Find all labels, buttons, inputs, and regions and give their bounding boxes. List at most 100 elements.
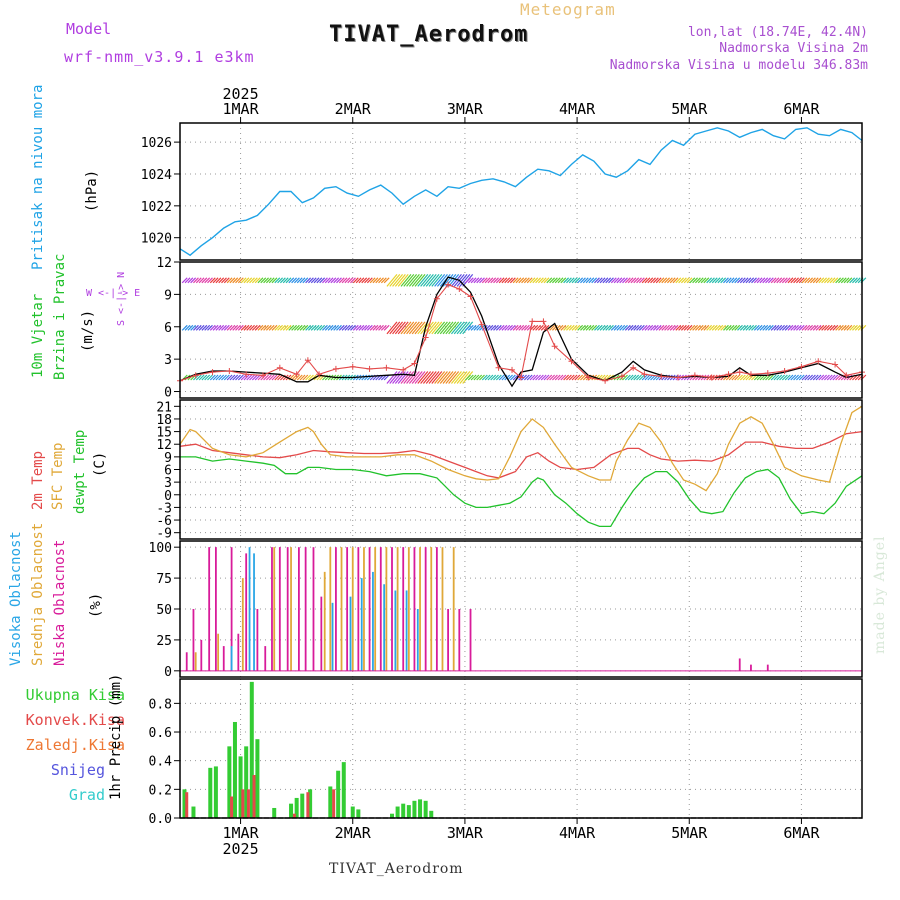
elevation-info: Nadmorska Visina 2m xyxy=(719,41,868,56)
wind-barb xyxy=(209,324,216,331)
wind-barb xyxy=(434,371,446,384)
wind-barb xyxy=(784,277,791,284)
wind-barb xyxy=(198,374,205,381)
wind-barb xyxy=(232,277,239,284)
wind-barb xyxy=(501,277,508,284)
precip-bar-total xyxy=(213,766,218,818)
wind-barb xyxy=(596,324,603,331)
wind-barb xyxy=(498,277,505,284)
wind-barb xyxy=(507,324,513,331)
wind-barb xyxy=(221,324,227,331)
y-tick-label: 1020 xyxy=(141,232,172,247)
wind-barb xyxy=(560,324,567,331)
y-tick-label: 0 xyxy=(164,386,172,401)
x-tick-label-top: 1MAR xyxy=(223,100,260,118)
wind-barb xyxy=(434,321,446,335)
wind-barb xyxy=(644,374,651,381)
wind-barb xyxy=(829,374,836,381)
wind-barb xyxy=(529,277,536,284)
wind-barb xyxy=(781,277,788,284)
wind-barb xyxy=(501,324,508,331)
wind-barb xyxy=(532,277,539,284)
wind-barb xyxy=(484,374,491,381)
wind-barb xyxy=(249,374,255,381)
wind-barb xyxy=(666,324,673,331)
wind-barb xyxy=(543,374,550,381)
wind-barb xyxy=(237,374,244,381)
wind-barb xyxy=(770,374,777,381)
wind-barb xyxy=(840,324,847,331)
y-tick-label: -9 xyxy=(156,527,172,542)
precip-bar-total xyxy=(238,756,243,818)
wind-barb xyxy=(829,277,836,284)
wind-barb xyxy=(706,324,713,331)
wind-barb xyxy=(566,277,572,284)
wind-barb xyxy=(265,277,272,284)
wind-barb xyxy=(823,277,830,284)
wind-barb xyxy=(319,324,326,331)
wind-speed-line xyxy=(179,276,863,388)
wind-barb xyxy=(296,277,303,284)
wind-barb xyxy=(403,273,415,287)
wind-barb xyxy=(338,277,345,284)
wind-barb xyxy=(554,374,561,381)
wind-gust-marker xyxy=(383,364,390,371)
wind-barb xyxy=(518,277,525,284)
wind-barb xyxy=(717,277,724,284)
wind-barb xyxy=(537,277,544,284)
wind-barb xyxy=(479,277,485,284)
wind-barb xyxy=(551,374,558,381)
wind-barb xyxy=(622,277,628,284)
wind-barb xyxy=(709,277,715,284)
wind-barb xyxy=(776,324,783,331)
wind-barb xyxy=(299,277,306,284)
wind-barb xyxy=(832,374,839,381)
wind-barb xyxy=(770,324,777,331)
wind-barb xyxy=(470,277,477,284)
precip-bar-conv xyxy=(241,789,245,818)
wind-barb xyxy=(549,324,556,331)
wind-barb xyxy=(852,324,858,331)
wind-barb xyxy=(417,371,429,384)
precip-bar-total xyxy=(341,762,346,818)
wind-barb xyxy=(212,324,219,331)
panel-frame xyxy=(179,399,863,540)
wind-barb xyxy=(779,277,785,284)
wind-barb xyxy=(812,324,819,331)
wind-barb xyxy=(554,277,561,284)
wind-barb xyxy=(448,321,460,335)
x-tick-label-bottom: 4MAR xyxy=(559,824,596,842)
wind-barb xyxy=(765,277,771,284)
wind-barb xyxy=(260,324,267,331)
x-tick-label-bottom: 1MAR xyxy=(223,824,260,842)
wind-barb xyxy=(484,277,491,284)
wind-barb xyxy=(302,277,309,284)
wind-barb xyxy=(428,273,440,287)
x-tick-label-top: 2MAR xyxy=(335,100,372,118)
precip-bar-total xyxy=(395,806,400,818)
panel-frame xyxy=(179,261,863,399)
wind-barb xyxy=(293,277,300,284)
wind-barb xyxy=(630,277,637,284)
wind-barb xyxy=(350,324,356,331)
wind-barb xyxy=(846,324,853,331)
wind-barb xyxy=(509,374,516,381)
wind-barb xyxy=(448,371,460,384)
wind-barb xyxy=(319,277,326,284)
wind-barb xyxy=(843,277,850,284)
wind-barb xyxy=(470,324,477,331)
wind-barb xyxy=(821,374,828,381)
wind-barb xyxy=(605,374,612,381)
lonlat-info: lon,lat (18.74E, 42.4N) xyxy=(687,25,868,40)
wind-barb xyxy=(495,324,502,331)
y-tick-label: 100 xyxy=(149,541,172,556)
wind-barb xyxy=(473,324,480,331)
wind-barb xyxy=(731,374,738,381)
wind-barb xyxy=(459,273,471,287)
wind-barb xyxy=(375,277,382,284)
wind-barb xyxy=(624,324,631,331)
wind-barb xyxy=(352,277,359,284)
wind-gust-marker xyxy=(478,321,485,328)
y-tick-label: 3 xyxy=(164,476,172,491)
wind-barb xyxy=(692,324,699,331)
